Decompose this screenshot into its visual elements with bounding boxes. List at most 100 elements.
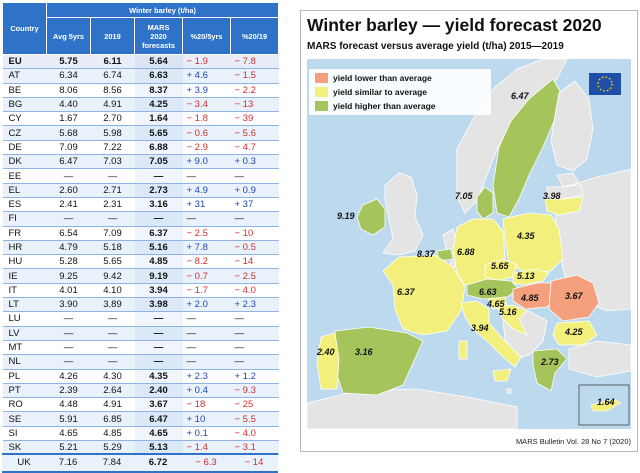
cell-avg: 2.41 — [46, 197, 91, 213]
cell-pct-19: — — [230, 326, 279, 341]
cell-country: SE — [2, 411, 47, 427]
cell-2019: — — [90, 340, 135, 356]
estonia — [556, 172, 580, 188]
cell-avg: — — [46, 311, 91, 327]
table-row-fi: FI — — — — — — [2, 211, 279, 227]
cell-2019: 5.98 — [90, 125, 135, 141]
cell-2019: 2.31 — [90, 197, 135, 213]
table-row-ro: RO 4.48 4.91 3.67− 18− 25 — [2, 397, 279, 413]
map-subtitle: MARS forecast versus average yield (t/ha… — [307, 41, 564, 52]
cell-mars: — — [134, 211, 183, 227]
header-pct-5yrs: %20/5yrs — [182, 17, 231, 55]
table-row-it: IT 4.01 4.10 3.94− 1.7− 4.0 — [2, 283, 279, 299]
cell-2019: 4.91 — [90, 97, 135, 113]
cell-avg: 4.01 — [46, 283, 91, 299]
cell-2019: 8.56 — [90, 83, 135, 98]
cell-mars: 7.05 — [134, 154, 183, 170]
cell-2019: 9.42 — [90, 268, 135, 284]
cell-pct-5yrs: + 3.9 — [182, 83, 231, 98]
sicily — [492, 368, 512, 382]
cell-mars: 5.65 — [134, 125, 183, 141]
cell-mars: 3.98 — [134, 297, 183, 313]
cell-mars: 4.65 — [134, 426, 183, 442]
cell-avg: 1.67 — [46, 111, 91, 127]
legend-swatch-lower — [315, 73, 328, 83]
header-2019: 2019 — [90, 17, 135, 55]
cell-mars: 3.94 — [134, 283, 183, 299]
label-ie: 9.19 — [337, 211, 355, 221]
cell-avg: — — [46, 340, 91, 356]
cell-pct-5yrs: − 1.9 — [182, 54, 231, 70]
legend-lower-label: yield lower than average — [333, 73, 432, 83]
cell-pct-5yrs: + 0.1 — [182, 426, 231, 442]
label-lt: 3.98 — [543, 191, 561, 201]
cell-pct-19: — — [230, 211, 279, 227]
cell-pct-19: — — [230, 168, 279, 184]
uk-country: UK — [2, 454, 46, 472]
table-row-hu: HU 5.28 5.65 4.85− 8.2− 14 — [2, 254, 279, 270]
cell-country: LT — [2, 297, 47, 313]
cell-country: DE — [2, 140, 47, 156]
cell-2019: 5.65 — [90, 254, 135, 270]
cell-pct-19: − 4.0 — [230, 283, 279, 299]
cell-mars: 4.25 — [134, 97, 183, 113]
great-britain — [382, 172, 424, 256]
croatia — [496, 304, 528, 336]
table-row-cy: CY 1.67 2.70 1.64− 1.8− 39 — [2, 111, 279, 127]
cell-avg: 4.65 — [46, 426, 91, 442]
cell-2019: — — [90, 211, 135, 227]
cell-pct-5yrs: + 4.9 — [182, 183, 231, 198]
cell-mars: — — [134, 311, 183, 327]
table-row-mt: MT — — — — — — [2, 340, 279, 356]
header-mars-line3: forecasts — [142, 40, 175, 50]
cell-2019: — — [90, 311, 135, 327]
cell-pct-5yrs: + 2.0 — [182, 297, 231, 313]
cell-pct-5yrs: − 1.8 — [182, 111, 231, 127]
label-cy: 1.64 — [597, 397, 615, 407]
cell-pct-19: — — [230, 311, 279, 327]
cell-pct-19: — — [230, 354, 279, 370]
cell-2019: 4.85 — [90, 426, 135, 442]
cell-country: MT — [2, 340, 47, 356]
header-mars: MARS 2020 forecasts — [134, 17, 183, 55]
cell-avg: 2.60 — [46, 183, 91, 198]
table-row-at: AT 6.34 6.74 6.63 + 4.6− 1.5 — [2, 68, 279, 84]
table-row-pt: PT 2.39 2.64 2.40 + 0.4− 9.3 — [2, 383, 279, 399]
cell-pct-19: − 25 — [230, 397, 279, 413]
yield-table: Country Winter barley (t/ha) Avg 5yrs 20… — [2, 2, 280, 456]
cell-avg: 3.90 — [46, 297, 91, 313]
cell-pct-19: + 2.3 — [230, 297, 279, 313]
table-row-de: DE 7.09 7.22 6.88− 2.9− 4.7 — [2, 140, 279, 156]
cell-pct-5yrs: + 7.8 — [182, 240, 231, 256]
cell-avg: 8.06 — [46, 83, 91, 98]
cell-2019: — — [90, 354, 135, 370]
cell-2019: — — [90, 326, 135, 341]
label-si: 4.65 — [486, 299, 506, 309]
cell-avg: 2.39 — [46, 383, 91, 399]
map-title: Winter barley — yield forecast 2020 — [307, 15, 602, 35]
cell-country: RO — [2, 397, 47, 413]
cell-country: HU — [2, 254, 47, 270]
legend-higher-label: yield higher than average — [333, 101, 436, 111]
cell-mars: 6.88 — [134, 140, 183, 156]
table-row-dk: DK 6.47 7.03 7.05 + 9.0 + 0.3 — [2, 154, 279, 170]
cell-pct-19: − 2.2 — [230, 83, 279, 98]
table-row-se: SE 5.91 6.85 6.47 + 10− 5.5 — [2, 411, 279, 427]
eu-countries — [316, 78, 600, 396]
table-row-hr: HR 4.79 5.18 5.16 + 7.8− 0.5 — [2, 240, 279, 256]
cell-mars: 6.63 — [134, 68, 183, 84]
label-ro: 3.67 — [565, 291, 584, 301]
cell-pct-5yrs: + 10 — [182, 411, 231, 427]
cell-pct-5yrs: − 8.2 — [182, 254, 231, 270]
cell-2019: 6.85 — [90, 411, 135, 427]
cell-pct-19: − 9.3 — [230, 383, 279, 399]
turkey — [568, 340, 631, 378]
cell-pct-19: − 2.5 — [230, 268, 279, 284]
cell-pct-5yrs: — — [182, 168, 231, 184]
cell-mars: 3.16 — [134, 197, 183, 213]
romania — [548, 274, 600, 322]
label-hu: 4.85 — [520, 293, 540, 303]
cell-pct-19: − 5.6 — [230, 125, 279, 141]
table-row-el: EL 2.60 2.71 2.73 + 4.9 + 0.9 — [2, 183, 279, 198]
cell-country: NL — [2, 354, 47, 370]
